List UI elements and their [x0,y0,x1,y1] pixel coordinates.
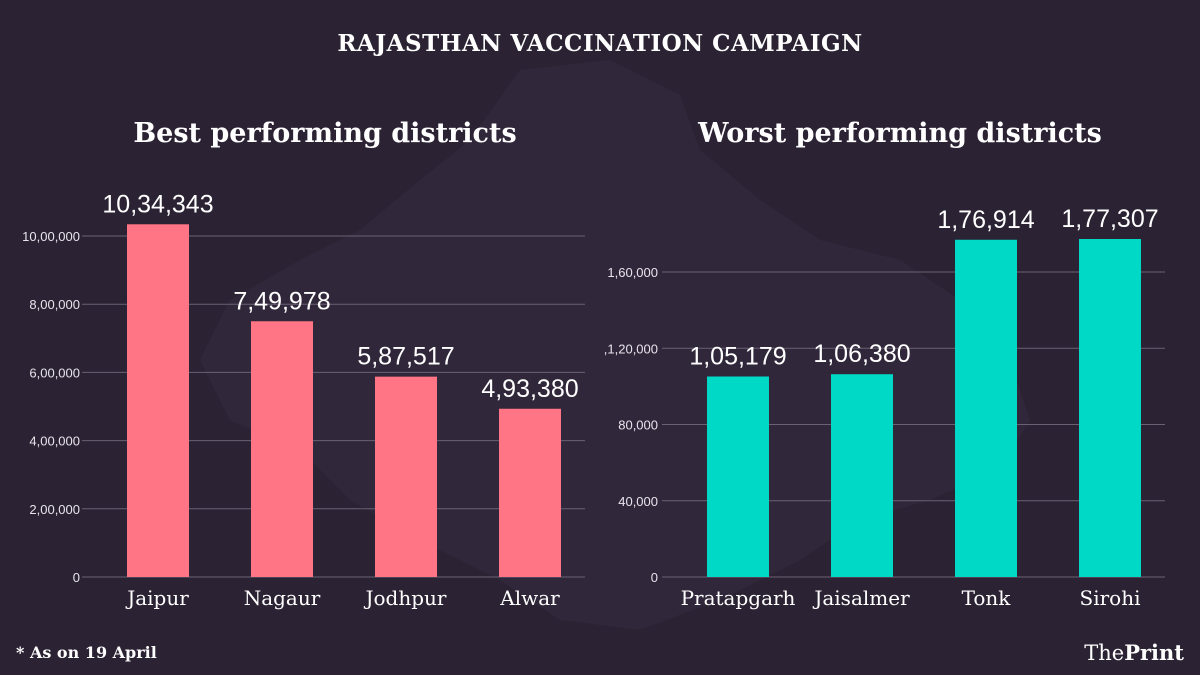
best-districts-chart: 0 2,00,000 4,00,000 6,00,000 8,00,000 10,00,0… [22,190,585,610]
data-label: 10,34,343 [102,190,213,218]
x-tick-label: Nagaur [244,586,321,610]
data-label: 1,06,380 [813,340,910,368]
best-chart-title: Best performing districts [133,118,517,149]
x-tick-label: Jodhpur [364,586,447,610]
data-label: 7,49,978 [233,287,330,315]
x-tick-label: Alwar [499,586,560,610]
bar-pratapgarh [707,376,769,577]
bar-jodhpur [375,376,437,577]
y-tick-label: 1,60,000 [607,265,658,280]
bar-tonk [955,239,1017,577]
bar-nagaur [251,321,313,577]
bar-sirohi [1079,239,1141,577]
x-tick-label: Jaipur [125,586,189,610]
logo-the: The [1084,641,1125,665]
y-tick-label: 8,00,000 [29,297,80,312]
worst-chart-title: Worst performing districts [698,118,1102,149]
main-title: RAJASTHAN VACCINATION CAMPAIGN [337,30,863,57]
data-label: 1,77,307 [1061,205,1158,233]
y-tick-label: 0 [73,570,80,585]
bar-jaisalmer [831,374,893,577]
x-tick-label: Tonk [962,586,1012,610]
y-tick-label: ,1,20,000 [604,341,658,356]
y-tick-label: 4,00,000 [29,434,80,449]
y-tick-label: 6,00,000 [29,365,80,380]
data-label: 1,05,179 [689,343,786,371]
x-tick-label: Pratapgarh [681,586,796,610]
bar-jaipur [127,224,189,577]
y-tick-label: 80,000 [618,418,658,433]
logo-print: Print [1124,640,1184,665]
x-tick-label: Jaisalmer [812,586,910,610]
y-tick-label: 0 [651,570,658,585]
data-label: 4,93,380 [481,375,578,403]
data-label: 1,76,914 [937,206,1034,234]
x-tick-label: Sirohi [1080,586,1141,610]
theprint-logo: ThePrint [1084,640,1184,665]
data-label: 5,87,517 [357,343,454,371]
y-tick-label: 40,000 [618,494,658,509]
y-tick-label: 2,00,000 [29,502,80,517]
bar-alwar [499,408,561,577]
y-tick-label: 10,00,000 [22,229,80,244]
footnote: * As on 19 April [16,643,157,662]
